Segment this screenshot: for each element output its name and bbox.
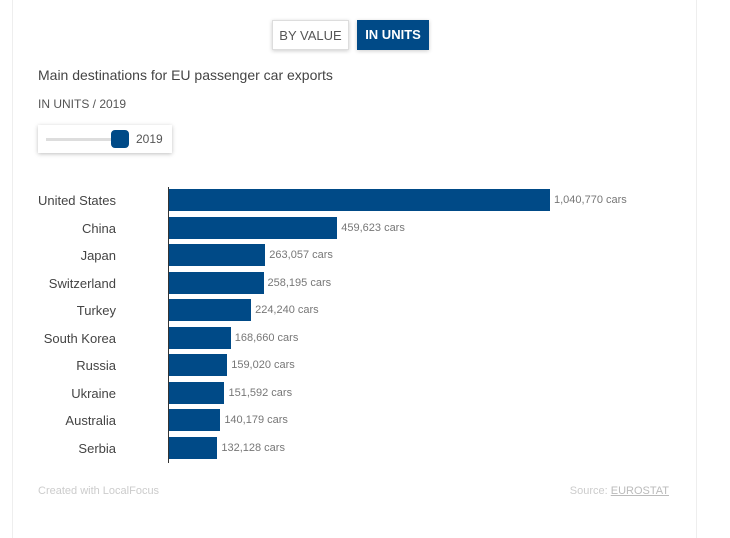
slider-value: 2019 <box>136 132 163 146</box>
bar[interactable] <box>169 354 228 376</box>
bar[interactable] <box>169 436 218 459</box>
bar[interactable] <box>169 244 266 266</box>
category-label: Australia <box>65 413 116 428</box>
bar[interactable] <box>169 409 221 431</box>
slider-track[interactable] <box>46 138 116 141</box>
category-label: China <box>82 220 116 236</box>
category-label: Turkey <box>76 303 116 318</box>
source: Source: EUROSTAT <box>570 485 669 497</box>
category-label: Serbia <box>78 440 116 456</box>
data-label: 140,179 cars <box>224 414 288 426</box>
bar[interactable] <box>169 299 252 321</box>
category-label: Japan <box>80 248 116 263</box>
data-label: 459,623 cars <box>341 221 405 234</box>
source-label: Source: <box>569 485 608 497</box>
y-axis-line <box>168 187 169 463</box>
category-label: United States <box>37 193 116 208</box>
category-label: Russia <box>76 358 116 373</box>
data-label: 132,128 cars <box>221 441 285 454</box>
data-label: 263,057 cars <box>269 249 333 261</box>
category-label: South Korea <box>43 330 116 346</box>
data-label: 151,592 cars <box>228 386 293 399</box>
data-label: 168,660 cars <box>234 331 299 344</box>
by-value-button[interactable]: BY VALUE <box>272 20 349 50</box>
data-label: 159,020 cars <box>231 359 295 371</box>
category-label: Switzerland <box>48 275 116 291</box>
chart-card <box>12 0 697 538</box>
bar[interactable] <box>169 189 550 211</box>
data-label: 258,195 cars <box>267 276 332 289</box>
data-label: 224,240 cars <box>255 304 319 316</box>
year-slider[interactable]: 2019 <box>38 125 172 153</box>
bar[interactable] <box>169 381 225 404</box>
chart-title: Main destinations for EU passenger car e… <box>38 67 333 83</box>
bar[interactable] <box>169 271 264 294</box>
credit-text: Created with LocalFocus <box>38 485 160 497</box>
data-label: 1,040,770 cars <box>554 194 627 206</box>
category-label: Ukraine <box>71 385 116 401</box>
slider-thumb[interactable] <box>111 130 129 148</box>
bar[interactable] <box>169 326 231 349</box>
in-units-button[interactable]: IN UNITS <box>357 20 429 50</box>
bar[interactable] <box>169 216 338 239</box>
chart-subtitle: IN UNITS / 2019 <box>38 97 127 111</box>
source-link[interactable]: EUROSTAT <box>610 485 669 497</box>
